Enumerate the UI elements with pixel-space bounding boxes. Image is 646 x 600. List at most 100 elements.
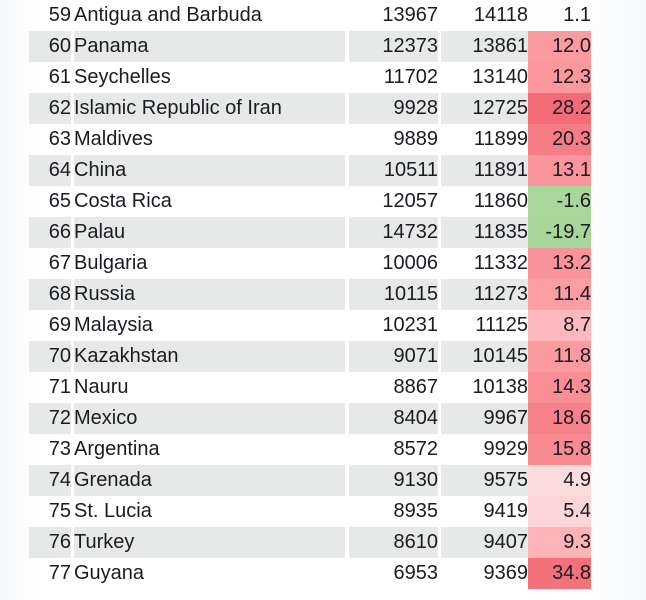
rank-cell: 61 [48,66,71,88]
country-name-cell: Seychelles [74,66,171,88]
country-name-cell: Malaysia [74,314,153,336]
table-row[interactable]: 64 China 10511 11891 13.1 [0,155,646,186]
country-name-cell: Grenada [74,465,345,496]
table-row[interactable]: 71 Nauru 8867 10138 14.3 [0,372,646,403]
rank-cell: 77 [48,562,71,584]
rank-cell: 59 [48,4,71,26]
table-row[interactable]: 62 Islamic Republic of Iran 9928 12725 28.2 [0,93,646,124]
value-curr-cell: 9419 [483,500,529,522]
value-curr-cell: 11835 [441,217,528,248]
table-row[interactable]: 76 Turkey 8610 9407 9.3 [0,527,646,558]
country-name-cell: Kazakhstan [74,341,345,372]
row-right-padding [591,248,646,279]
value-curr-cell: 9929 [483,438,529,460]
value-curr-cell: 9967 [441,403,528,434]
table-row[interactable]: 65 Costa Rica 12057 11860 -1.6 [0,186,646,217]
table-row[interactable]: 72 Mexico 8404 9967 18.6 [0,403,646,434]
row-right-padding [591,403,646,434]
value-curr-cell: 10138 [472,376,528,398]
row-left-padding [0,93,29,124]
row-left-padding [0,403,29,434]
change-pct-cell: -1.6 [528,186,591,217]
country-name-cell: Panama [74,31,345,62]
value-prev-cell: 6953 [393,562,439,584]
country-name-cell: St. Lucia [74,500,152,522]
row-right-padding [591,434,646,465]
table-row[interactable]: 63 Maldives 9889 11899 20.3 [0,124,646,155]
value-prev-cell: 9071 [349,341,438,372]
value-curr-cell: 13140 [472,66,528,88]
value-prev-cell: 9928 [349,93,438,124]
change-pct-cell: 11.4 [528,279,591,310]
table-row[interactable]: 69 Malaysia 10231 11125 8.7 [0,310,646,341]
rank-cell: 72 [29,403,71,434]
value-curr-cell: 12725 [441,93,528,124]
table-row[interactable]: 75 St. Lucia 8935 9419 5.4 [0,496,646,527]
table-row[interactable]: 70 Kazakhstan 9071 10145 11.8 [0,341,646,372]
rank-cell: 75 [48,500,71,522]
row-left-padding [0,0,29,31]
value-prev-cell: 8867 [393,376,439,398]
country-name-cell: Maldives [74,128,153,150]
change-pct-cell: 1.1 [528,0,591,31]
change-pct-cell: 12.3 [528,62,591,93]
row-left-padding [0,496,29,527]
rank-cell: 66 [29,217,71,248]
value-curr-cell: 13861 [441,31,528,62]
change-pct-cell: 9.3 [528,527,591,558]
row-left-padding [0,558,29,589]
row-right-padding [591,217,646,248]
value-curr-cell: 10145 [441,341,528,372]
table-row[interactable]: 73 Argentina 8572 9929 15.8 [0,434,646,465]
row-left-padding [0,217,29,248]
value-prev-cell: 10511 [349,155,438,186]
change-pct-cell: 15.8 [528,434,591,465]
value-prev-cell: 12373 [349,31,438,62]
value-prev-cell: 10006 [382,252,438,274]
country-name-cell: Nauru [74,376,129,398]
table-row[interactable]: 68 Russia 10115 11273 11.4 [0,279,646,310]
row-right-padding [591,341,646,372]
table-row[interactable]: 66 Palau 14732 11835 -19.7 [0,217,646,248]
table-row[interactable]: 60 Panama 12373 13861 12.0 [0,31,646,62]
value-curr-cell: 9575 [441,465,528,496]
change-pct-cell: 13.1 [528,155,591,186]
row-right-padding [591,465,646,496]
row-left-padding [0,372,29,403]
rank-cell: 64 [29,155,71,186]
table-row[interactable]: 74 Grenada 9130 9575 4.9 [0,465,646,496]
row-right-padding [591,279,646,310]
country-name-cell: Guyana [74,562,145,584]
row-right-padding [591,93,646,124]
value-prev-cell: 13967 [382,4,438,26]
country-name-cell: Russia [74,279,345,310]
change-pct-cell: 20.3 [528,124,591,155]
change-pct-cell: 13.2 [528,248,591,279]
row-right-padding [591,310,646,341]
table-row[interactable]: 61 Seychelles 11702 13140 12.3 [0,62,646,93]
table-row[interactable]: 59 Antigua and Barbuda 13967 14118 1.1 [0,0,646,31]
value-curr-cell: 9369 [483,562,529,584]
country-name-cell: Turkey [74,527,345,558]
row-left-padding [0,186,29,217]
row-left-padding [0,62,29,93]
value-curr-cell: 11273 [441,279,528,310]
rank-cell: 60 [29,31,71,62]
row-left-padding [0,434,29,465]
table-row[interactable]: 77 Guyana 6953 9369 34.8 [0,558,646,589]
rank-cell: 62 [29,93,71,124]
row-left-padding [0,124,29,155]
row-right-padding [591,155,646,186]
value-prev-cell: 9889 [393,128,439,150]
table-row[interactable]: 67 Bulgaria 10006 11332 13.2 [0,248,646,279]
value-curr-cell: 11891 [441,155,528,186]
value-curr-cell: 11860 [473,190,528,212]
change-pct-cell: 8.7 [528,310,591,341]
value-curr-cell: 11125 [475,314,528,336]
row-right-padding [591,124,646,155]
value-curr-cell: 9407 [441,527,528,558]
value-prev-cell: 10231 [382,314,438,336]
rank-cell: 63 [48,128,71,150]
